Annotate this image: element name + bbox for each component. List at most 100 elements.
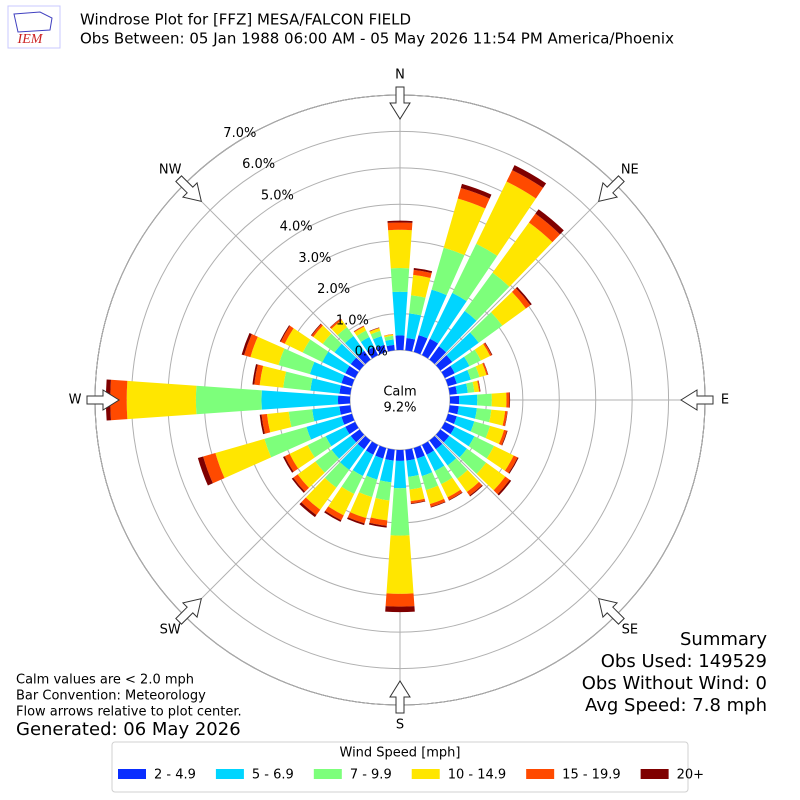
wind-bar bbox=[325, 506, 344, 521]
wind-bar bbox=[421, 472, 439, 491]
wind-bar bbox=[511, 288, 531, 309]
wind-bar bbox=[429, 498, 446, 507]
wind-bar bbox=[341, 470, 363, 495]
wind-bar bbox=[384, 335, 394, 341]
wind-bar bbox=[369, 327, 380, 332]
wind-bar bbox=[418, 289, 447, 339]
wind-bar bbox=[254, 364, 264, 386]
wind-bar bbox=[469, 484, 483, 497]
wind-bar bbox=[411, 274, 431, 298]
wind-bar bbox=[489, 409, 506, 426]
wind-bar bbox=[459, 448, 487, 474]
wind-bar bbox=[386, 344, 395, 352]
r-tick-label: 0.0% bbox=[355, 344, 388, 359]
plot-area: 0.0% 1.0% 2.0% 3.0% 4.0% 5.0% 6.0% 7.0% N NE E SE S S… bbox=[69, 68, 730, 733]
wind-bar bbox=[466, 381, 475, 393]
wind-bar bbox=[413, 269, 432, 278]
wind-bar bbox=[452, 243, 498, 302]
wind-bar bbox=[341, 413, 355, 425]
wind-bar bbox=[312, 406, 341, 422]
wind-bar bbox=[331, 320, 348, 336]
compass-label: W bbox=[69, 393, 82, 408]
logo-map bbox=[13, 11, 53, 33]
wind-bar bbox=[472, 380, 480, 393]
wind-bar bbox=[288, 409, 315, 428]
wind-bar bbox=[302, 339, 329, 363]
r-tick-label: 6.0% bbox=[242, 157, 275, 172]
arrow-shape bbox=[175, 175, 202, 202]
wind-bar bbox=[345, 365, 359, 379]
wind-bar bbox=[384, 334, 394, 338]
wind-bar bbox=[502, 411, 508, 427]
wind-bar bbox=[259, 365, 287, 388]
wind-bar bbox=[365, 441, 379, 455]
wind-bar bbox=[313, 325, 332, 344]
wind-bar bbox=[305, 477, 337, 510]
arrow-shape bbox=[389, 680, 411, 714]
wind-bar bbox=[289, 445, 315, 469]
wind-bar bbox=[299, 502, 317, 518]
wind-bar bbox=[447, 489, 463, 500]
wind-bar bbox=[347, 517, 365, 526]
calm-circle bbox=[351, 351, 449, 449]
wind-bar bbox=[492, 222, 553, 287]
wind-bar bbox=[528, 213, 560, 243]
wind-bar bbox=[310, 378, 341, 394]
legend-swatch bbox=[640, 769, 669, 779]
compass-label: S bbox=[396, 718, 404, 733]
legend-label: 10 - 14.9 bbox=[448, 768, 506, 783]
wind-bar bbox=[293, 474, 310, 492]
wind-bar bbox=[450, 426, 475, 447]
legend-title: Wind Speed [mph] bbox=[340, 746, 461, 761]
wind-bar bbox=[425, 485, 445, 505]
compass-label: SE bbox=[622, 622, 638, 637]
wind-bar bbox=[385, 593, 415, 607]
compass-arrow bbox=[598, 598, 625, 625]
r-tick-label: 2.0% bbox=[317, 282, 350, 297]
wind-bar bbox=[307, 436, 332, 458]
wind-bar bbox=[484, 342, 493, 356]
wind-bar bbox=[334, 343, 357, 365]
wind-bar bbox=[468, 436, 495, 459]
wind-bar bbox=[241, 332, 252, 356]
wind-bar bbox=[464, 349, 481, 367]
wind-bar bbox=[457, 470, 480, 493]
wind-bar bbox=[301, 497, 321, 516]
wind-bar bbox=[203, 452, 225, 484]
wind-bar bbox=[483, 362, 489, 375]
wind-bar bbox=[264, 426, 312, 458]
wind-bar bbox=[259, 414, 265, 435]
arrow-shape bbox=[680, 389, 714, 411]
wind-bar bbox=[395, 449, 405, 461]
logo-text: IEM bbox=[17, 32, 44, 47]
wind-bar bbox=[353, 325, 364, 332]
wind-bar bbox=[284, 328, 311, 353]
wind-bar bbox=[261, 413, 271, 434]
summary: Obs Used: 149529 bbox=[601, 651, 767, 672]
arrow-shape bbox=[598, 598, 625, 625]
logo: IEM bbox=[7, 5, 61, 49]
wind-bar bbox=[368, 522, 387, 528]
wind-bar bbox=[490, 291, 526, 326]
wind-bar bbox=[360, 337, 375, 351]
wind-bar bbox=[357, 350, 371, 365]
r-tick-label: 3.0% bbox=[298, 251, 331, 266]
wind-bar bbox=[435, 355, 453, 371]
wind-bar bbox=[324, 462, 350, 488]
wind-bar bbox=[375, 480, 392, 501]
note: Calm values are < 2.0 mph bbox=[16, 673, 194, 688]
wind-bar bbox=[376, 344, 387, 355]
wind-bar bbox=[457, 188, 490, 209]
wind-bar bbox=[369, 327, 380, 332]
wind-bar bbox=[491, 392, 507, 408]
wind-bar bbox=[261, 390, 339, 410]
wind-bar bbox=[445, 375, 457, 387]
wind-bar bbox=[310, 323, 322, 336]
wind-bar bbox=[483, 342, 492, 357]
wind-bar bbox=[455, 383, 468, 395]
wind-bar bbox=[390, 268, 410, 292]
wind-bar bbox=[390, 488, 410, 536]
wind-bar bbox=[485, 425, 505, 445]
legend-label: 5 - 6.9 bbox=[252, 768, 294, 783]
wind-bar bbox=[283, 371, 313, 391]
